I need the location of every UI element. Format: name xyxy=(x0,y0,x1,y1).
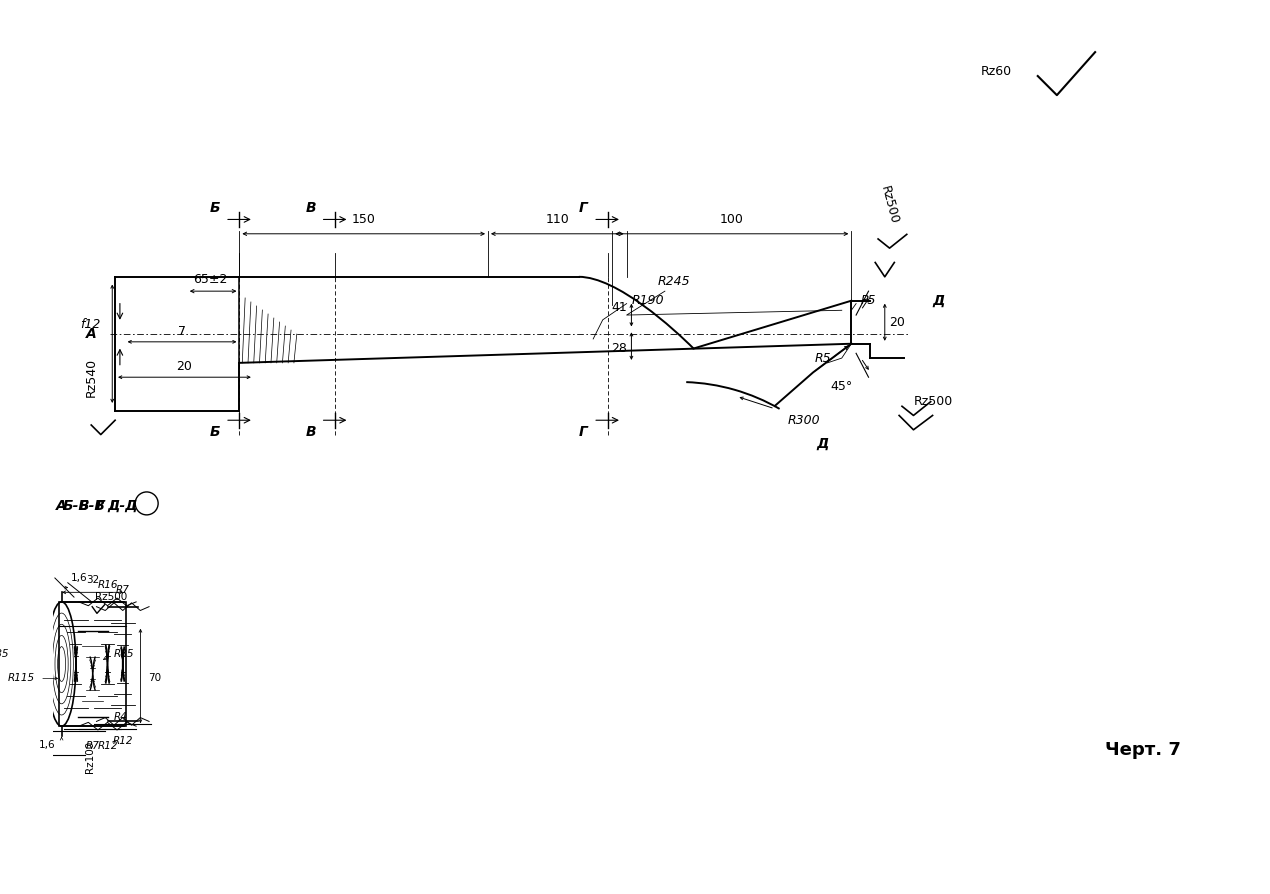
Text: 32: 32 xyxy=(86,575,99,585)
Text: R7: R7 xyxy=(85,740,99,751)
Text: Rz540: Rz540 xyxy=(85,358,98,397)
Text: А: А xyxy=(86,327,97,342)
Text: Б: Б xyxy=(211,425,221,439)
Text: 7: 7 xyxy=(178,325,185,338)
Text: В: В xyxy=(306,425,316,439)
Text: 1,6: 1,6 xyxy=(39,740,56,750)
Text: R115: R115 xyxy=(8,673,36,683)
Text: 110: 110 xyxy=(545,213,569,226)
Text: Д-Д: Д-Д xyxy=(108,499,138,513)
Text: В: В xyxy=(306,200,316,215)
Text: Г: Г xyxy=(579,200,588,215)
Text: 41: 41 xyxy=(611,301,626,315)
Text: 20: 20 xyxy=(177,360,192,374)
Text: 45°: 45° xyxy=(831,380,853,393)
Text: Д: Д xyxy=(932,294,945,308)
Text: R12: R12 xyxy=(98,740,118,751)
Text: 150: 150 xyxy=(352,213,376,226)
Text: 1,6: 1,6 xyxy=(70,573,88,583)
Text: P5: P5 xyxy=(861,294,876,308)
Text: R300: R300 xyxy=(787,414,820,426)
Text: Г Г: Г Г xyxy=(97,499,119,513)
Text: А: А xyxy=(56,499,67,513)
Text: R85: R85 xyxy=(0,649,10,660)
Text: 100: 100 xyxy=(720,213,744,226)
Text: Rz500: Rz500 xyxy=(95,592,127,602)
Text: R85: R85 xyxy=(114,649,135,660)
Text: f12: f12 xyxy=(80,318,100,331)
Text: Б-Б: Б-Б xyxy=(62,499,89,513)
Text: 70: 70 xyxy=(149,673,161,683)
Text: Д: Д xyxy=(817,437,829,451)
Text: 28: 28 xyxy=(611,342,626,355)
Text: R245: R245 xyxy=(658,275,691,288)
Text: R12: R12 xyxy=(113,736,133,746)
Text: R4: R4 xyxy=(114,712,128,721)
Text: 20: 20 xyxy=(889,316,906,329)
Bar xyxy=(60,602,126,726)
Text: Rz100: Rz100 xyxy=(85,740,95,772)
Text: Г: Г xyxy=(579,425,588,439)
Text: Rz500: Rz500 xyxy=(913,394,952,408)
Text: Б: Б xyxy=(211,200,221,215)
Text: R190: R190 xyxy=(631,294,664,308)
Text: В-В: В-В xyxy=(79,499,107,513)
Text: Rz500: Rz500 xyxy=(878,184,900,226)
Text: R7: R7 xyxy=(116,586,130,595)
Text: 65±2: 65±2 xyxy=(193,274,227,286)
Text: Черт. 7: Черт. 7 xyxy=(1105,741,1181,759)
Text: R16: R16 xyxy=(98,580,118,590)
Text: Rz60: Rz60 xyxy=(980,64,1011,78)
Text: R5: R5 xyxy=(814,351,831,365)
